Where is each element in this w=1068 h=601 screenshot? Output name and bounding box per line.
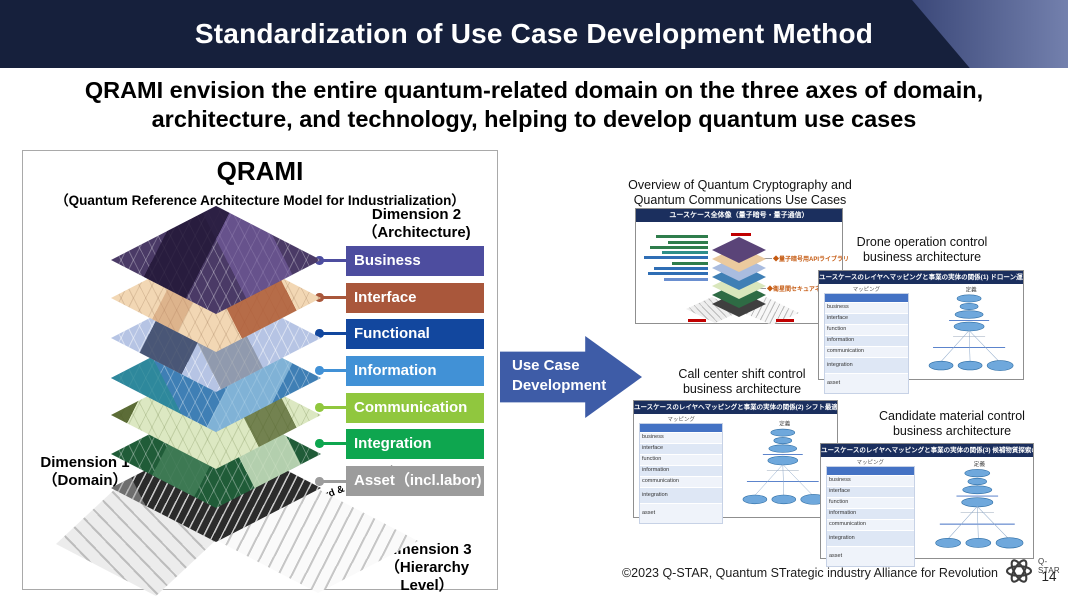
material-entity-diagram: 定義 bbox=[919, 457, 1033, 558]
qstar-logo: Q-STAR 14 bbox=[1004, 553, 1064, 595]
qrami-title: QRAMI bbox=[216, 156, 304, 186]
arch-label-information: Information bbox=[346, 356, 484, 386]
connector-integration bbox=[315, 439, 346, 448]
table-row: function bbox=[827, 497, 914, 508]
table-row: integration bbox=[825, 357, 908, 373]
svg-text:定義: 定義 bbox=[780, 420, 791, 428]
material-mapping-table: マッピング business interface function inform… bbox=[821, 457, 919, 567]
table-row: communication bbox=[640, 476, 723, 487]
dimension-1-label: Dimension 1 （Domain） bbox=[40, 454, 130, 489]
use-case-development-label: Use Case Development bbox=[512, 357, 607, 395]
dimension-2-label: Dimension 2 （Architecture) bbox=[362, 206, 471, 241]
overview-callout-network: ◆衛星間セキュアネットワーク bbox=[767, 287, 851, 293]
subtitle-line2: architecture, and technology, helping to… bbox=[151, 106, 917, 133]
slide-subtitle: QRAMI envision the entire quantum-relate… bbox=[0, 76, 1068, 135]
qstar-logo-text: Q-STAR bbox=[1038, 557, 1060, 575]
caption-material: Candidate material control business arch… bbox=[879, 409, 1025, 438]
svg-text:定義: 定義 bbox=[973, 460, 985, 468]
table-row: business bbox=[827, 475, 914, 486]
table-row: interface bbox=[640, 443, 723, 454]
drone-entity-diagram: 定義 bbox=[913, 284, 1023, 379]
thumb-overview-header: ユースケース全体像（量子暗号・量子通信） bbox=[636, 209, 842, 222]
arch-label-integration: Integration bbox=[346, 429, 484, 459]
table-row: information bbox=[640, 465, 723, 476]
title-banner: Standardization of Use Case Development … bbox=[0, 0, 1068, 68]
mini-red-label-left bbox=[688, 319, 706, 322]
caption-drone: Drone operation control business archite… bbox=[856, 235, 988, 264]
thumb-material: ユースケースのレイヤへマッピングと事業の実体の関係(3) 候補物質探索の例 マッ… bbox=[820, 443, 1034, 567]
connector-interface bbox=[315, 293, 346, 302]
connector-information bbox=[315, 366, 346, 375]
table-row: integration bbox=[640, 487, 723, 503]
table-row: function bbox=[640, 454, 723, 465]
overview-callout-list bbox=[644, 233, 708, 283]
table-row: business bbox=[640, 432, 723, 443]
table-row: asset bbox=[640, 503, 723, 523]
thumb-drone: ユースケースのレイヤへマッピングと事業の実体の関係(1) ドローン運航制御の例 … bbox=[818, 270, 1024, 394]
arch-label-functional: Functional bbox=[346, 319, 484, 349]
table-header bbox=[640, 424, 723, 432]
table-header bbox=[827, 467, 914, 475]
table-header bbox=[825, 294, 908, 302]
drone-mapping-table: マッピング business interface function inform… bbox=[819, 284, 913, 394]
thumb-callcenter: ユースケースのレイヤへマッピングと事業の実体の関係(2) シフト最適化の例 マッ… bbox=[633, 400, 838, 524]
arch-label-communication: Communication bbox=[346, 393, 484, 423]
mini-red-label-top bbox=[731, 233, 751, 236]
thumb-overview: ユースケース全体像（量子暗号・量子通信） ◆量子暗号用APIライブラリ ◆衛星間… bbox=[635, 208, 851, 325]
use-case-development-arrow: Use Case Development bbox=[500, 336, 642, 418]
table-row: interface bbox=[825, 313, 908, 324]
overview-callout-api: ◆量子暗号用APIライブラリ bbox=[773, 257, 850, 263]
page-number: 14 bbox=[1041, 569, 1057, 584]
qrami-panel: QRAMI （Quantum Reference Architecture Mo… bbox=[22, 150, 498, 596]
table-row: information bbox=[825, 335, 908, 346]
thumb-callcenter-header: ユースケースのレイヤへマッピングと事業の実体の関係(2) シフト最適化の例 bbox=[634, 401, 837, 414]
table-row: integration bbox=[827, 530, 914, 546]
table-row: business bbox=[825, 302, 908, 313]
svg-text:定義: 定義 bbox=[965, 285, 977, 293]
table-row: communication bbox=[825, 346, 908, 357]
arch-label-interface: Interface bbox=[346, 283, 484, 313]
arch-label-asset: Asset（incl.labor) bbox=[346, 466, 484, 496]
slide-title: Standardization of Use Case Development … bbox=[194, 18, 874, 49]
qstar-atom-icon bbox=[1005, 559, 1033, 583]
connector-functional bbox=[315, 329, 346, 338]
table-row: communication bbox=[827, 519, 914, 530]
connector-business bbox=[315, 256, 346, 265]
qrami-subtitle: （Quantum Reference Architecture Model fo… bbox=[55, 193, 465, 208]
table-row: function bbox=[825, 324, 908, 335]
subtitle-line1: QRAMI envision the entire quantum-relate… bbox=[84, 77, 984, 103]
table-row: interface bbox=[827, 486, 914, 497]
copyright-text: ©2023 Q-STAR, Quantum STrategic industry… bbox=[621, 566, 998, 580]
connector-asset bbox=[315, 477, 346, 486]
table-row: asset bbox=[825, 373, 908, 393]
thumb-material-header: ユースケースのレイヤへマッピングと事業の実体の関係(3) 候補物質探索の例 bbox=[821, 444, 1033, 457]
callcenter-mapping-table: マッピング business interface function inform… bbox=[634, 414, 727, 524]
thumb-drone-header: ユースケースのレイヤへマッピングと事業の実体の関係(1) ドローン運航制御の例 bbox=[819, 271, 1023, 284]
caption-callcenter: Call center shift control business archi… bbox=[678, 367, 806, 396]
arch-label-business: Business bbox=[346, 246, 484, 276]
connector-communication bbox=[315, 403, 346, 412]
table-row: information bbox=[827, 508, 914, 519]
caption-overview: Overview of Quantum Cryptography and Qua… bbox=[628, 178, 852, 207]
mini-red-label-right bbox=[776, 319, 794, 322]
table-row: asset bbox=[827, 546, 914, 566]
